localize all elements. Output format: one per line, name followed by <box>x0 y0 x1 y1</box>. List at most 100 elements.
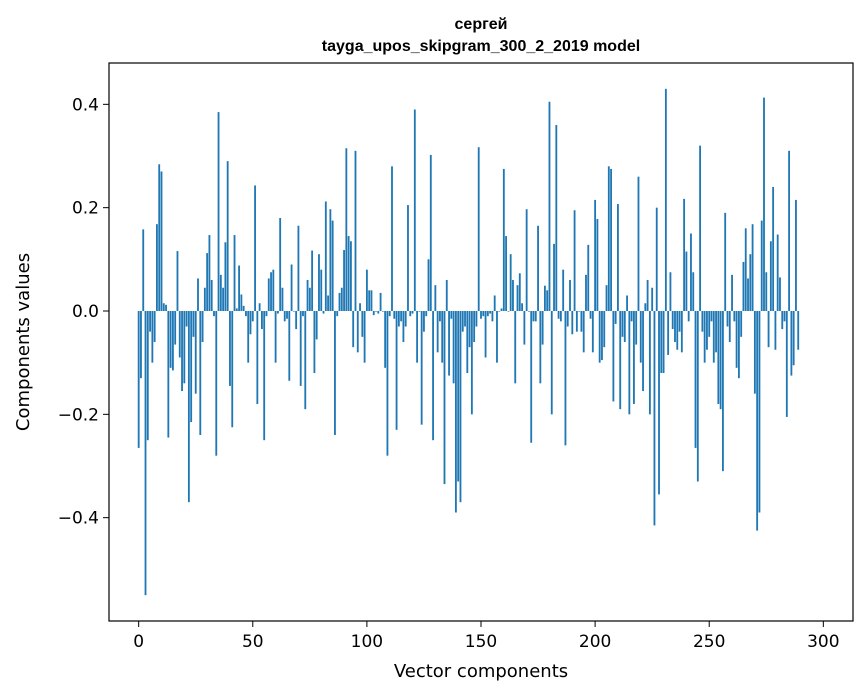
bar-7 <box>153 311 156 342</box>
bar-122 <box>416 311 419 363</box>
bar-133 <box>441 311 444 363</box>
bar-177 <box>541 311 544 345</box>
bar-130 <box>434 285 437 311</box>
bar-72 <box>302 311 304 317</box>
bar-277 <box>769 241 772 311</box>
bar-111 <box>391 166 393 311</box>
bar-287 <box>792 311 795 366</box>
bar-269 <box>751 224 754 311</box>
bar-26 <box>197 278 199 311</box>
bar-198 <box>589 311 592 319</box>
bar-88 <box>338 292 341 311</box>
bar-184 <box>557 311 560 319</box>
bar-230 <box>662 311 665 373</box>
bar-18 <box>178 311 181 358</box>
bar-125 <box>423 311 425 332</box>
bar-196 <box>585 274 587 311</box>
bar-118 <box>407 205 409 311</box>
bar-137 <box>450 311 453 319</box>
bar-261 <box>733 311 736 322</box>
bar-172 <box>530 311 533 443</box>
bar-78 <box>315 311 318 340</box>
bar-41 <box>231 311 234 428</box>
bar-140 <box>457 311 460 482</box>
bar-206 <box>607 166 610 311</box>
bar-189 <box>569 280 571 311</box>
bar-245 <box>696 311 699 482</box>
y-tick-label: 0.0 <box>72 302 99 322</box>
bar-275 <box>765 272 768 311</box>
bar-136 <box>448 311 450 376</box>
bar-59 <box>272 269 275 311</box>
bar-173 <box>532 311 535 322</box>
bar-16 <box>174 311 177 345</box>
bar-112 <box>393 311 396 319</box>
bar-227 <box>655 207 658 311</box>
bar-4 <box>146 311 149 441</box>
bar-179 <box>546 290 549 311</box>
bar-251 <box>710 311 713 322</box>
bar-226 <box>653 311 656 526</box>
bar-35 <box>217 112 220 311</box>
x-tick-label: 150 <box>465 632 497 652</box>
bar-129 <box>432 311 434 441</box>
bar-256 <box>722 311 724 472</box>
bar-164 <box>512 280 514 311</box>
bar-163 <box>509 254 512 311</box>
bar-126 <box>425 311 428 317</box>
bar-175 <box>537 225 539 311</box>
bar-65 <box>286 311 288 319</box>
bar-282 <box>781 311 784 330</box>
bar-253 <box>715 311 717 353</box>
bar-218 <box>635 311 638 345</box>
bar-49 <box>249 311 252 335</box>
bar-270 <box>753 311 756 394</box>
bar-157 <box>496 311 498 363</box>
bar-19 <box>181 311 183 392</box>
bar-104 <box>375 311 377 312</box>
bar-215 <box>628 311 631 415</box>
bar-166 <box>516 285 519 311</box>
bar-91 <box>345 148 348 311</box>
bar-6 <box>151 311 154 363</box>
bar-103 <box>372 311 375 316</box>
bar-186 <box>562 269 565 311</box>
bar-144 <box>466 311 469 373</box>
bar-191 <box>573 210 576 311</box>
bar-82 <box>324 201 327 311</box>
bar-127 <box>427 259 430 311</box>
bar-1 <box>140 311 142 379</box>
bar-264 <box>740 311 743 337</box>
bar-240 <box>685 251 688 311</box>
bar-series <box>137 88 800 596</box>
bar-162 <box>507 311 510 312</box>
bar-84 <box>329 209 332 311</box>
bar-279 <box>774 311 777 350</box>
bar-95 <box>354 150 357 311</box>
bar-153 <box>486 311 489 317</box>
bar-143 <box>464 311 466 327</box>
bar-193 <box>578 311 581 312</box>
bar-132 <box>439 311 441 322</box>
bar-20 <box>183 311 186 384</box>
bar-284 <box>785 311 788 417</box>
bar-28 <box>201 311 204 342</box>
bar-9 <box>158 164 161 311</box>
bar-152 <box>484 311 487 358</box>
x-tick-label: 100 <box>351 632 383 652</box>
bar-55 <box>263 311 266 441</box>
bar-265 <box>742 261 745 311</box>
bar-281 <box>779 277 781 311</box>
bar-263 <box>737 311 740 379</box>
bar-159 <box>500 308 503 311</box>
bar-141 <box>459 311 462 503</box>
bar-74 <box>306 280 309 311</box>
bar-214 <box>626 295 628 311</box>
bar-167 <box>518 273 521 311</box>
bar-68 <box>292 311 295 312</box>
bar-156 <box>493 295 496 311</box>
bar-92 <box>347 236 350 311</box>
bar-76 <box>311 250 314 311</box>
bar-38 <box>224 242 227 311</box>
